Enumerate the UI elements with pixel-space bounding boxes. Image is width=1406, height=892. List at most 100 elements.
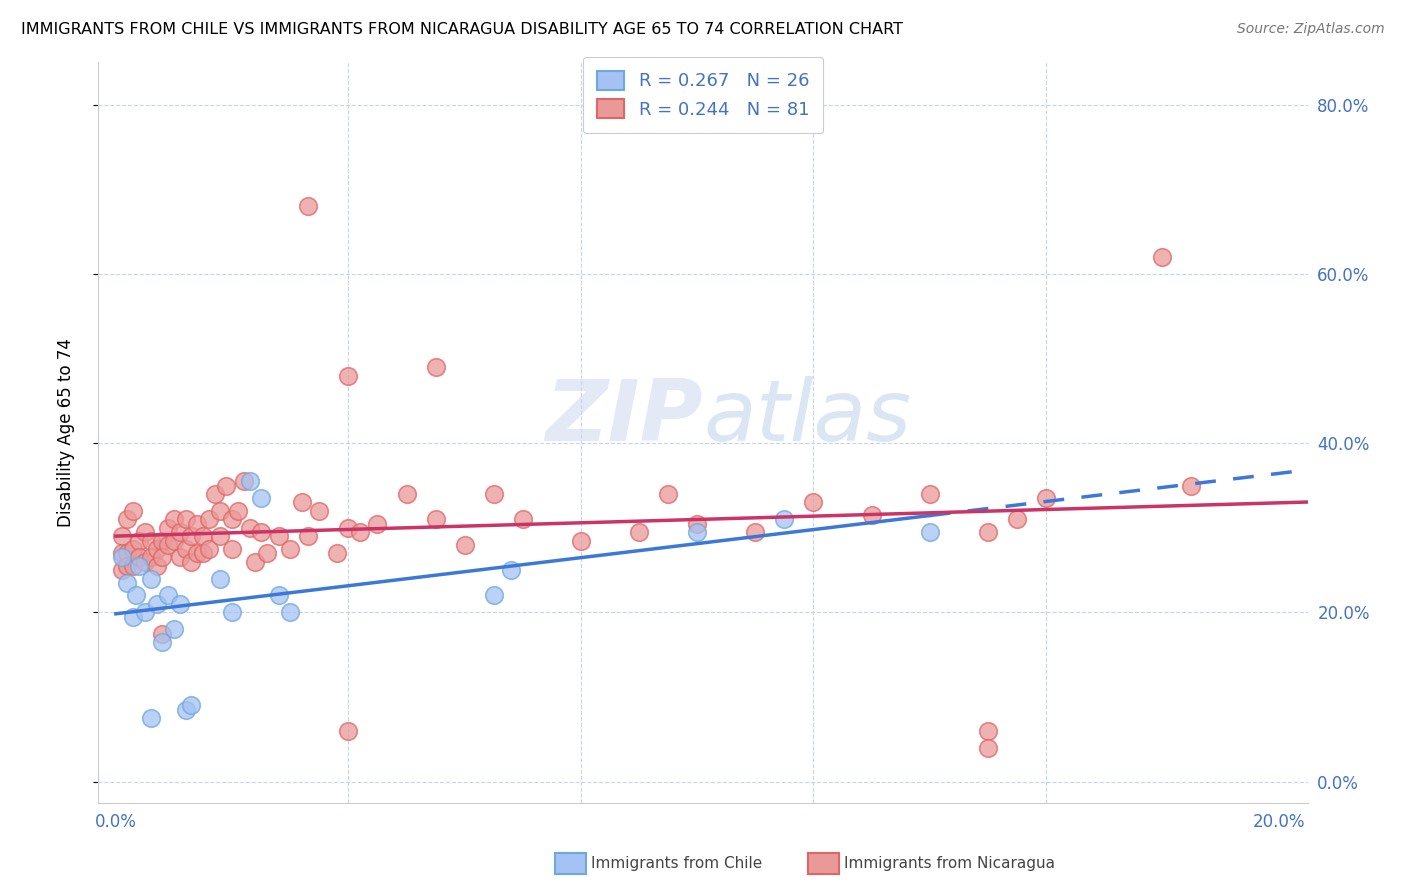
Point: [256, 546, 278, 560]
Point: [128, 550, 150, 565]
Point: [482, 487, 505, 501]
Point: [512, 512, 534, 526]
Point: [1152, 250, 1174, 264]
Point: [122, 609, 145, 624]
Point: [111, 550, 134, 565]
Point: [117, 546, 139, 560]
Point: [215, 478, 238, 492]
Text: Immigrants from Chile: Immigrants from Chile: [591, 856, 762, 871]
Point: [232, 475, 254, 489]
Text: Source: ZipAtlas.com: Source: ZipAtlas.com: [1237, 22, 1385, 37]
Point: [918, 487, 941, 501]
Point: [1180, 478, 1202, 492]
Point: [349, 524, 371, 539]
Point: [122, 504, 145, 518]
Point: [117, 575, 139, 590]
Point: [163, 533, 186, 548]
Point: [250, 524, 273, 539]
Point: [186, 516, 208, 531]
Point: [337, 723, 360, 738]
Point: [425, 359, 447, 374]
Point: [191, 529, 214, 543]
Point: [150, 635, 173, 649]
Point: [657, 487, 679, 501]
Point: [180, 555, 202, 569]
Point: [122, 558, 145, 573]
Point: [395, 487, 418, 501]
Point: [278, 606, 301, 620]
Point: [221, 541, 243, 556]
Point: [686, 516, 709, 531]
Point: [169, 550, 191, 565]
Point: [366, 516, 388, 531]
Point: [111, 563, 134, 577]
Point: [157, 538, 180, 552]
Point: [773, 512, 796, 526]
Text: atlas: atlas: [703, 376, 911, 459]
Point: [209, 572, 232, 586]
Point: [128, 533, 150, 548]
Point: [180, 529, 202, 543]
Point: [125, 589, 148, 603]
Point: [174, 703, 197, 717]
Point: [267, 589, 290, 603]
Point: [744, 524, 766, 539]
Point: [977, 723, 1000, 738]
Point: [453, 538, 475, 552]
Point: [198, 512, 221, 526]
Point: [1005, 512, 1028, 526]
Point: [221, 512, 243, 526]
Point: [163, 623, 186, 637]
Point: [239, 521, 262, 535]
Point: [145, 558, 167, 573]
Point: [191, 546, 214, 560]
Point: [150, 626, 173, 640]
Text: ZIP: ZIP: [546, 376, 703, 459]
Point: [117, 558, 139, 573]
Point: [308, 504, 330, 518]
Point: [326, 546, 349, 560]
Point: [157, 589, 180, 603]
Point: [291, 495, 314, 509]
Point: [134, 524, 156, 539]
Point: [977, 524, 1000, 539]
Point: [174, 512, 197, 526]
Point: [204, 487, 226, 501]
Point: [209, 529, 232, 543]
Point: [245, 555, 267, 569]
Point: [221, 606, 243, 620]
Point: [297, 529, 319, 543]
Point: [180, 698, 202, 713]
Point: [163, 512, 186, 526]
Point: [134, 606, 156, 620]
Point: [169, 597, 191, 611]
Y-axis label: Disability Age 65 to 74: Disability Age 65 to 74: [56, 338, 75, 527]
Point: [139, 572, 162, 586]
Point: [157, 521, 180, 535]
Point: [145, 597, 167, 611]
Point: [209, 504, 232, 518]
Point: [803, 495, 825, 509]
Point: [198, 541, 221, 556]
Point: [250, 491, 273, 506]
Point: [569, 533, 592, 548]
Point: [117, 512, 139, 526]
Legend: R = 0.267   N = 26, R = 0.244   N = 81: R = 0.267 N = 26, R = 0.244 N = 81: [582, 57, 824, 133]
Point: [226, 504, 249, 518]
Point: [145, 541, 167, 556]
Point: [425, 512, 447, 526]
Point: [111, 529, 134, 543]
Text: Immigrants from Nicaragua: Immigrants from Nicaragua: [844, 856, 1054, 871]
Point: [150, 533, 173, 548]
Point: [174, 541, 197, 556]
Point: [482, 589, 505, 603]
Text: IMMIGRANTS FROM CHILE VS IMMIGRANTS FROM NICARAGUA DISABILITY AGE 65 TO 74 CORRE: IMMIGRANTS FROM CHILE VS IMMIGRANTS FROM…: [21, 22, 903, 37]
Point: [297, 199, 319, 213]
Point: [337, 521, 360, 535]
Point: [150, 550, 173, 565]
Point: [1035, 491, 1057, 506]
Point: [267, 529, 290, 543]
Point: [169, 524, 191, 539]
Point: [111, 546, 134, 560]
Point: [139, 711, 162, 725]
